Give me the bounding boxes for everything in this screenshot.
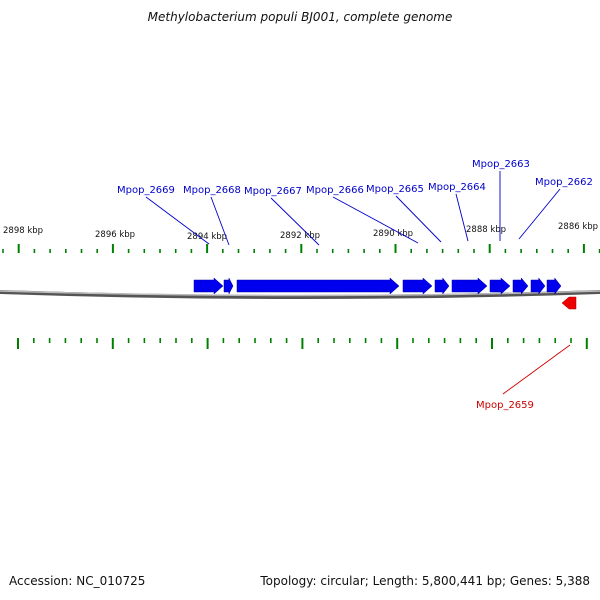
forward-gene-arrow[interactable] [434,277,450,295]
scale-label: 2892 kbp [280,231,320,241]
gene-leader-line [270,197,320,246]
gene-leader-line [502,344,571,395]
scale-labels: 2898 kbp 2896 kbp 2894 kbp 2892 kbp 2890 kbp… [3,222,598,242]
forward-gene-arrow[interactable] [546,277,562,295]
gene-label[interactable]: Mpop_2664 [428,182,486,193]
accession-text: Accession: NC_010725 [9,574,146,588]
scale-label: 2890 kbp [373,229,413,239]
gene-leader-lines [145,171,571,395]
forward-gene-arrow[interactable] [451,277,488,295]
gene-label[interactable]: Mpop_2663 [472,159,530,170]
forward-gene-arrow[interactable] [236,277,400,295]
scale-label: 2888 kbp [466,225,506,235]
scale-label: 2886 kbp [558,222,598,232]
forward-gene-arrow[interactable] [489,277,511,295]
scale-label: 2896 kbp [95,230,135,240]
genome-backbone [0,290,600,299]
gene-label[interactable]: Mpop_2669 [117,185,175,196]
gene-leader-line [145,196,210,245]
genome-title: Methylobacterium populi BJ001, complete … [147,10,453,24]
gene-arrows[interactable] [193,277,577,310]
reverse-scale-ticks [17,338,588,349]
forward-gene-arrow[interactable] [530,277,546,295]
forward-gene-arrow[interactable] [512,277,529,295]
gene-leader-line [210,196,230,246]
genome-stats-text: Topology: circular; Length: 5,800,441 bp… [260,574,590,588]
gene-leader-line [395,195,442,243]
reverse-gene-arrow[interactable] [561,296,577,310]
gene-leader-line [455,193,469,242]
gene-label[interactable]: Mpop_2659 [476,400,534,411]
forward-gene-arrow[interactable] [402,277,433,295]
forward-scale-ticks [2,244,600,253]
gene-leader-line [332,196,419,244]
gene-leader-line [518,188,561,240]
gene-label[interactable]: Mpop_2665 [366,184,424,195]
scale-label: 2894 kbp [187,232,227,242]
gene-labels[interactable]: Mpop_2669 Mpop_2668 Mpop_2667 Mpop_2666 Mpop… [117,159,593,411]
gene-label[interactable]: Mpop_2666 [306,185,364,196]
forward-gene-arrow[interactable] [223,277,234,295]
scale-label: 2898 kbp [3,226,43,236]
gene-label[interactable]: Mpop_2668 [183,185,241,196]
gene-label[interactable]: Mpop_2667 [244,186,302,197]
gene-label[interactable]: Mpop_2662 [535,177,593,188]
forward-gene-arrow[interactable] [193,277,224,295]
